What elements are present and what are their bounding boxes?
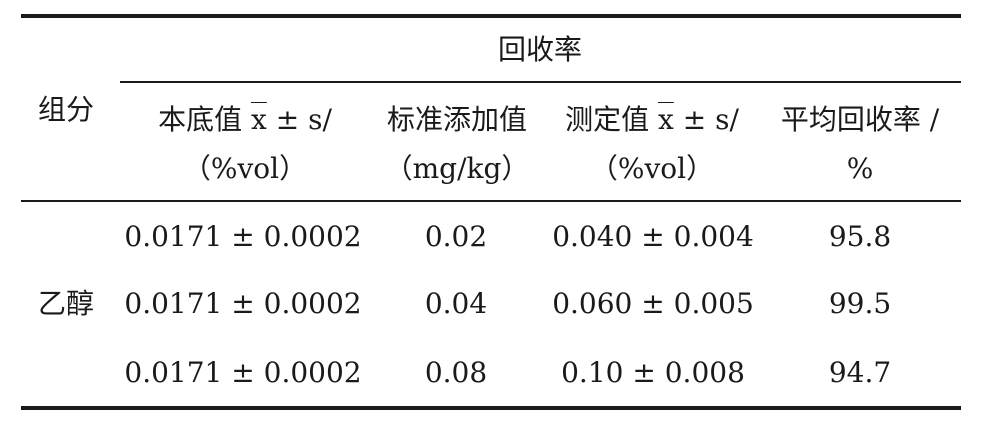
background-cell: 0.0171 ± 0.0002 <box>124 220 362 253</box>
measured-cell: 0.060 ± 0.005 <box>552 287 754 320</box>
col-header-measured-unit: （%vol） <box>589 152 715 185</box>
col-header-added-unit: （mg/kg） <box>384 152 530 185</box>
added-cell: 0.08 <box>424 356 488 389</box>
measured-cell: 0.040 ± 0.004 <box>552 220 754 253</box>
component-cell: 乙醇 <box>38 287 95 320</box>
recovery-cell: 99.5 <box>828 287 892 320</box>
col-header-background-unit: （%vol） <box>182 152 308 185</box>
col-header-added: 标准添加值 <box>386 103 528 136</box>
col-header-recovery: 平均回收率 / <box>780 103 940 136</box>
background-cell: 0.0171 ± 0.0002 <box>124 287 362 320</box>
col-header-recovery-unit: % <box>846 152 874 185</box>
bottom-rule <box>21 406 961 410</box>
recovery-cell: 94.7 <box>828 356 892 389</box>
group-header: 回收率 <box>497 33 583 66</box>
header-bottom-rule <box>21 200 961 202</box>
col-header-measured: 测定值 x ± s/ <box>565 103 739 136</box>
recovery-cell: 95.8 <box>828 220 892 253</box>
added-cell: 0.02 <box>424 220 488 253</box>
background-cell: 0.0171 ± 0.0002 <box>124 356 362 389</box>
added-cell: 0.04 <box>424 287 488 320</box>
measured-cell: 0.10 ± 0.008 <box>561 356 745 389</box>
row-header: 组分 <box>38 93 95 126</box>
group-header-rule <box>120 81 961 83</box>
col-header-background: 本底值 x ± s/ <box>158 103 332 136</box>
top-rule <box>21 14 961 18</box>
